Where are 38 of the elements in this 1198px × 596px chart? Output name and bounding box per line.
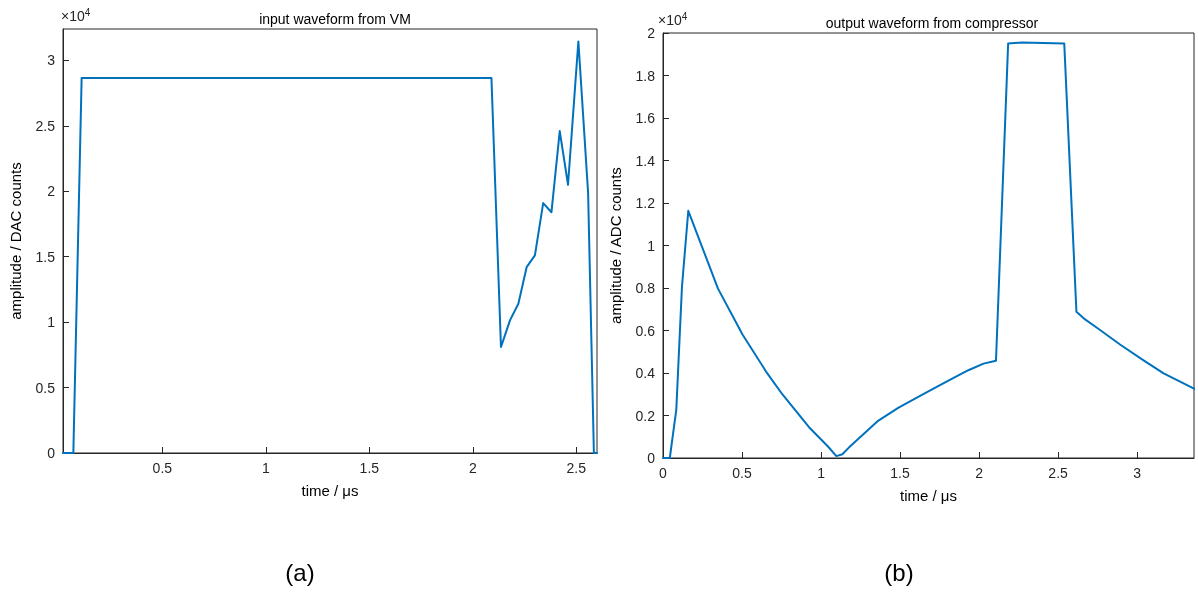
y-tick-label: 0.6 [635, 322, 656, 339]
x-tick-label: 0.5 [152, 460, 173, 476]
y-tick-label: 0.8 [635, 280, 656, 296]
text: (b) [884, 558, 914, 586]
x-tick-label: 1.5 [890, 465, 910, 481]
x-tick-label: 2.5 [566, 460, 587, 476]
y-tick-label: 0 [47, 445, 56, 461]
x-tick-label: 0.5 [732, 465, 752, 481]
y-tick-label: 1.6 [635, 110, 656, 126]
x-tick-label: 1 [261, 460, 270, 476]
x-axis-title: time / μs [900, 487, 957, 504]
x-tick-label: 2.5 [1048, 465, 1069, 481]
chart-title: output waveform from compressor [825, 15, 1039, 31]
y-tick-label: 1.4 [635, 152, 656, 169]
y-tick-label: 0 [647, 450, 656, 466]
y-tick-label: 1.2 [635, 195, 656, 211]
y-tick-label: 0.4 [635, 365, 656, 381]
y-tick-label: 1.8 [635, 67, 656, 84]
y-axis-title: amplitude / ADC counts [607, 167, 624, 324]
y-tick-label: 2.5 [35, 117, 56, 134]
y-tick-label: 3 [47, 52, 56, 69]
y-tick-label: 1 [47, 314, 56, 331]
y-tick-label: 0.2 [635, 407, 656, 424]
y-tick-label: 2 [647, 25, 656, 41]
y-tick-label: 2 [47, 183, 56, 200]
y-axis-title: amplitude / DAC counts [7, 162, 24, 320]
chart-title: input waveform from VM [259, 11, 411, 27]
x-tick-label: 2 [975, 465, 984, 481]
y-tick-label: 0.5 [35, 379, 56, 396]
x-tick-label: 3 [1133, 465, 1142, 481]
x-tick-label: 0 [659, 465, 668, 481]
y-tick-label: 1 [647, 237, 656, 254]
y-tick-label: 1.5 [35, 248, 56, 265]
text: (a) [285, 558, 315, 586]
x-tick-label: 2 [468, 460, 477, 476]
x-axis-title: time / μs [301, 482, 359, 499]
x-tick-label: 1 [817, 465, 826, 481]
x-tick-label: 1.5 [359, 460, 380, 476]
